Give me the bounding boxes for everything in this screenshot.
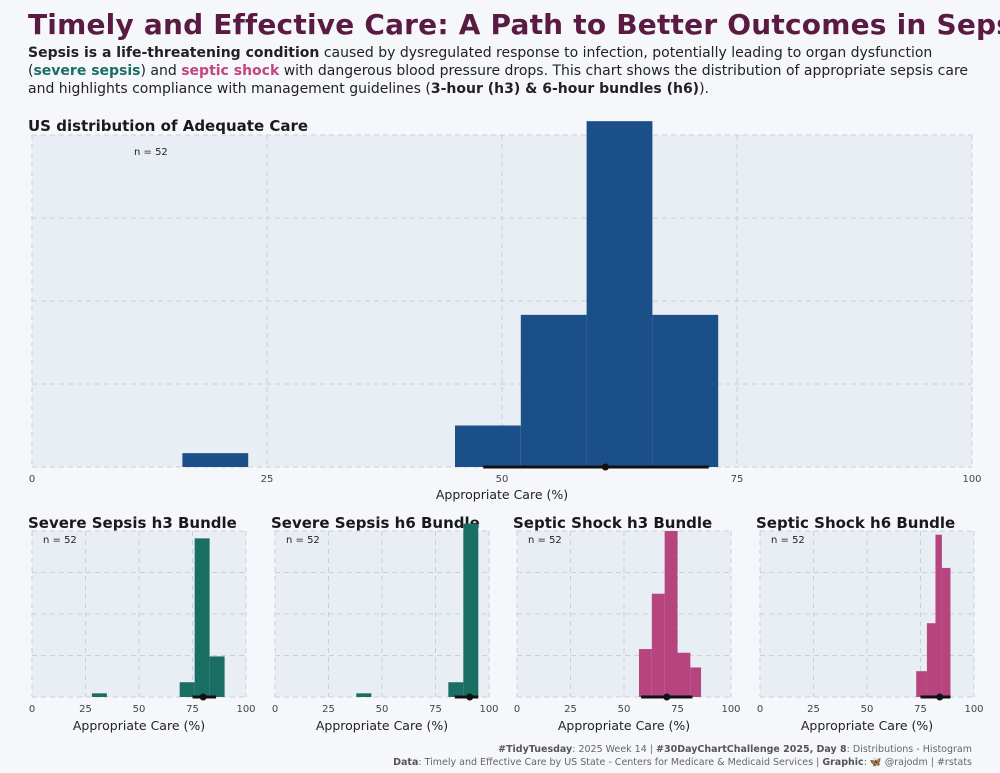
main-bar <box>520 314 587 467</box>
severe-h6-bar <box>448 682 464 697</box>
shock-h6-xtick-label: 75 <box>914 704 927 715</box>
caption-challenge: #30DayChartChallenge 2025, Day 8 <box>656 744 847 755</box>
severe-h3-bar <box>91 693 107 697</box>
shock-h3-bar <box>664 531 678 697</box>
shock-h6-xtick-label: 0 <box>757 704 763 715</box>
caption-graphic-label: Graphic <box>822 757 864 768</box>
severe-h3-xtick-label: 50 <box>133 704 146 715</box>
severe-h3-interval-point <box>199 693 207 701</box>
main-xtick-label: 25 <box>261 474 274 485</box>
shock-h6-interval-point <box>936 693 944 701</box>
main-n-annotation: n = 52 <box>134 147 168 158</box>
severe-h3-xaxis-label: Appropriate Care (%) <box>73 718 205 733</box>
shock-h6-title: Septic Shock h6 Bundle <box>756 514 956 532</box>
subtitle-severe-sepsis: severe sepsis <box>33 63 141 79</box>
subtitle-septic-shock: septic shock <box>181 63 280 79</box>
subtitle-text-1: caused by dysregulated response to infec… <box>28 45 933 79</box>
severe-h6-bar <box>356 693 372 697</box>
severe-h3-xtick-label: 75 <box>186 704 199 715</box>
shock-h6-n-annotation: n = 52 <box>771 535 805 546</box>
severe-h3-xtick-label: 0 <box>29 704 35 715</box>
main-bar <box>455 425 521 467</box>
main-bar <box>182 453 249 467</box>
shock-h3-interval-point <box>663 693 671 701</box>
severe-h3-bar <box>209 656 225 697</box>
subtitle-text-4: ). <box>699 81 710 97</box>
severe-h6-xtick-label: 50 <box>376 704 389 715</box>
main-xtick-label: 50 <box>496 474 509 485</box>
shock-h3-xaxis-label: Appropriate Care (%) <box>558 718 690 733</box>
shock-h6-bar <box>916 671 927 697</box>
shock-h6-xtick-label: 100 <box>964 704 983 715</box>
caption-line-2: Data: Timely and Effective Care by US St… <box>393 757 972 768</box>
caption-distributions: : Distributions - Histogram <box>846 744 972 755</box>
main-bar <box>586 121 653 468</box>
severe-h3-bar <box>179 682 195 697</box>
severe-h6-bar <box>463 523 479 697</box>
page-title: Timely and Effective Care: A Path to Bet… <box>28 8 1000 41</box>
main-xaxis-label: Appropriate Care (%) <box>436 487 568 502</box>
shock-h3-xtick-label: 75 <box>671 704 684 715</box>
main-xtick-label: 75 <box>731 474 744 485</box>
caption-data-source: : Timely and Effective Care by US State … <box>418 757 823 768</box>
severe-h3-title: Severe Sepsis h3 Bundle <box>28 514 237 532</box>
shock-h6-xtick-label: 25 <box>807 704 820 715</box>
shock-h3-bar <box>677 652 691 697</box>
severe-h3-xtick-label: 25 <box>79 704 92 715</box>
shock-h3-bar <box>651 593 665 697</box>
caption-line-1: #TidyTuesday: 2025 Week 14 | #30DayChart… <box>498 744 972 755</box>
shock-h3-xtick-label: 100 <box>721 704 740 715</box>
page-subtitle: Sepsis is a life-threatening condition c… <box>28 44 978 98</box>
caption-week: : 2025 Week 14 | <box>572 744 657 755</box>
main-xtick-label: 100 <box>962 474 981 485</box>
shock-h3-n-annotation: n = 52 <box>528 535 562 546</box>
caption-data-label: Data <box>393 757 419 768</box>
main-bar <box>652 314 719 467</box>
shock-h6-xtick-label: 50 <box>861 704 874 715</box>
main-interval-point <box>601 463 609 471</box>
severe-h3-xtick-label: 100 <box>236 704 255 715</box>
shock-h6-bar <box>941 567 951 697</box>
caption-graphic-author: : 🦋 @rajodm | #rstats <box>863 757 972 768</box>
severe-h6-interval-point <box>466 693 474 701</box>
severe-h6-xtick-label: 100 <box>479 704 498 715</box>
shock-h6-bar <box>926 623 936 697</box>
main-chart-title: US distribution of Adequate Care <box>28 117 309 135</box>
shock-h6-xaxis-label: Appropriate Care (%) <box>801 718 933 733</box>
shock-h3-xtick-label: 25 <box>564 704 577 715</box>
severe-h3-bar <box>194 538 210 697</box>
severe-h6-xtick-label: 75 <box>429 704 442 715</box>
shock-h3-bar <box>690 667 702 697</box>
severe-h6-title: Severe Sepsis h6 Bundle <box>271 514 480 532</box>
shock-h6-bar <box>935 534 942 697</box>
severe-h6-n-annotation: n = 52 <box>286 535 320 546</box>
main-xtick-label: 0 <box>29 474 35 485</box>
severe-h6-xtick-label: 0 <box>272 704 278 715</box>
subtitle-text-2: ) and <box>140 63 182 79</box>
severe-h3-n-annotation: n = 52 <box>43 535 77 546</box>
shock-h3-xtick-label: 0 <box>514 704 520 715</box>
shock-h3-xtick-label: 50 <box>618 704 631 715</box>
subtitle-text-3: with dangerous blood pressure drops. Thi… <box>28 63 969 97</box>
severe-h6-xaxis-label: Appropriate Care (%) <box>316 718 448 733</box>
shock-h3-title: Septic Shock h3 Bundle <box>513 514 713 532</box>
subtitle-bold-1: Sepsis is a life-threatening condition <box>28 45 320 61</box>
subtitle-bold-2: 3-hour (h3) & 6-hour bundles (h6) <box>430 81 700 97</box>
severe-h6-xtick-label: 25 <box>322 704 335 715</box>
caption-tidytuesday: #TidyTuesday <box>498 744 573 755</box>
shock-h3-bar <box>638 649 652 697</box>
